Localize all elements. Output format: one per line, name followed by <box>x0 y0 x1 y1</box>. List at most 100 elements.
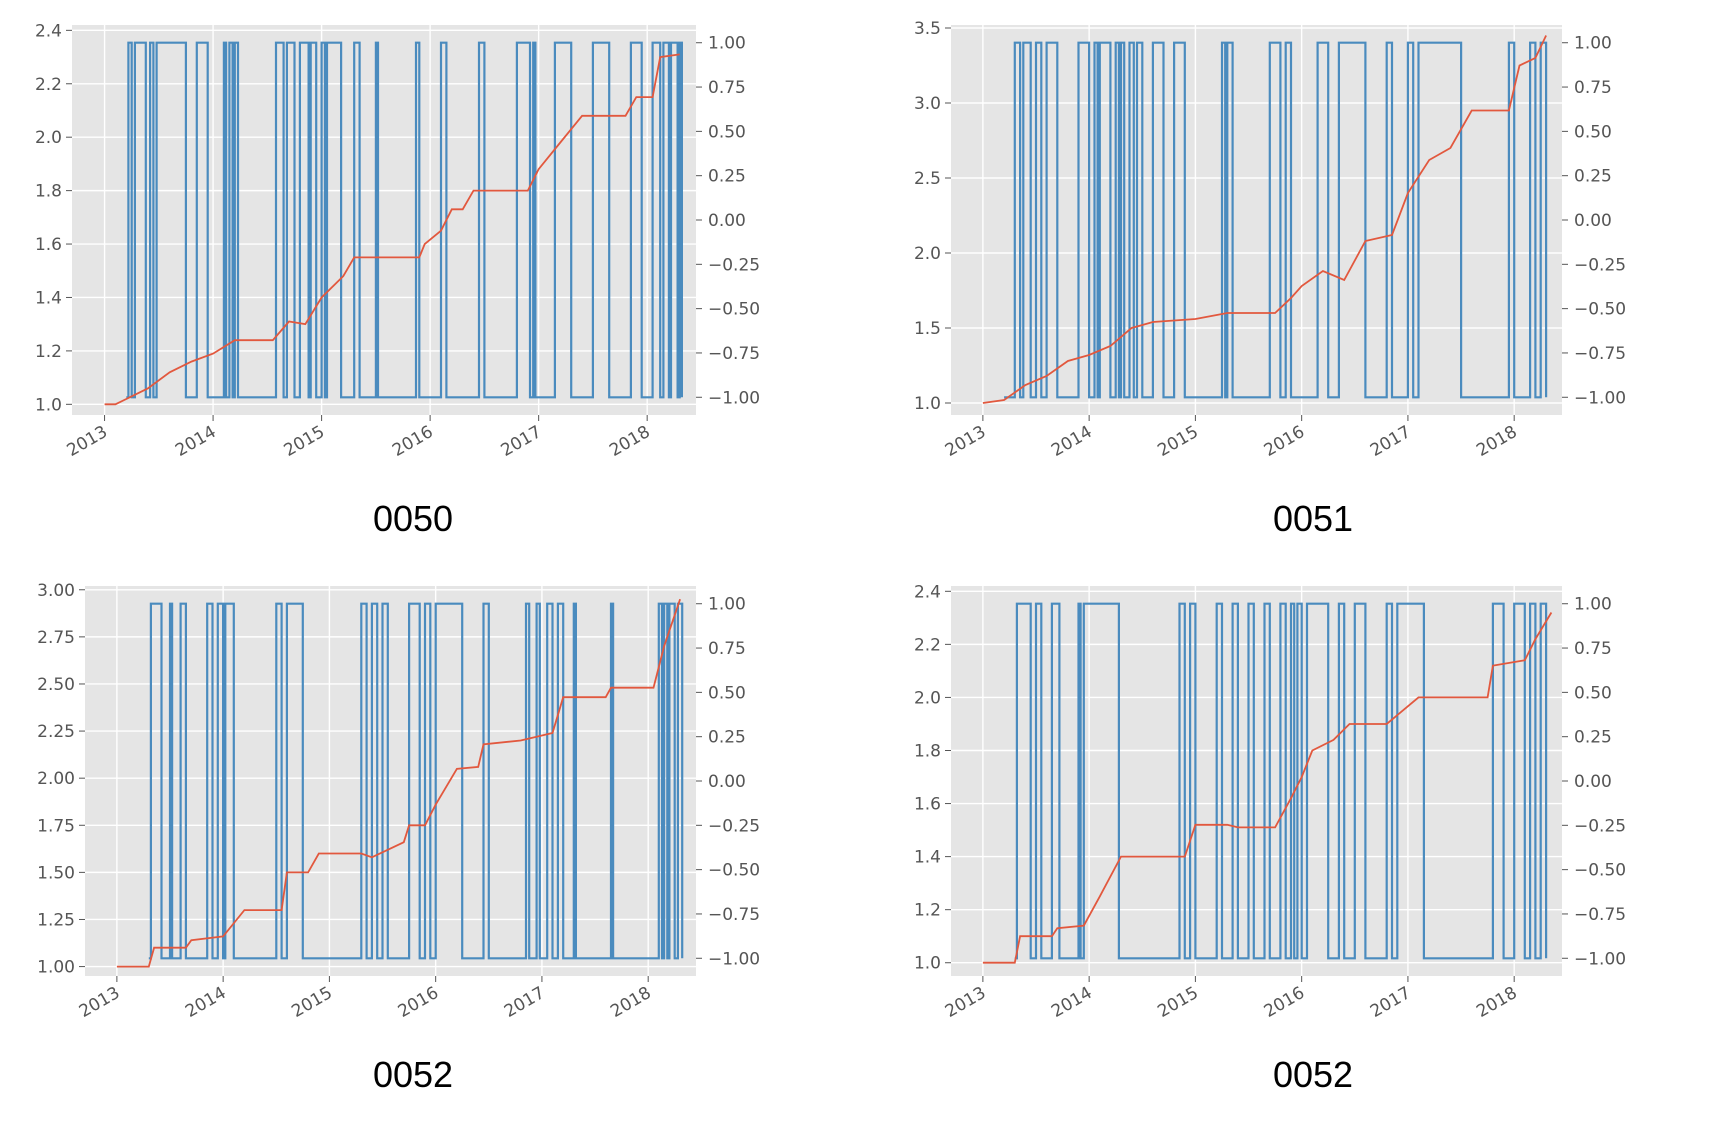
x-tick-label: 2017 <box>1367 983 1414 1022</box>
y-left-tick-label: 2.4 <box>35 21 62 41</box>
y-left-tick-label: 3.00 <box>37 581 75 601</box>
y-left-tick-label: 2.0 <box>914 688 941 708</box>
y-left-tick-label: 1.0 <box>35 395 62 415</box>
y-right-tick-label: −0.25 <box>708 255 760 275</box>
y-left-tick-label: 1.2 <box>35 342 62 362</box>
y-left-tick-label: 3.5 <box>914 19 941 39</box>
x-tick-label: 2017 <box>501 983 548 1022</box>
x-tick-label: 2014 <box>1048 983 1095 1022</box>
y-left-tick-label: 1.25 <box>37 910 75 930</box>
x-tick-label: 2013 <box>942 422 989 461</box>
chart-panel-0050: 1.0 1.2 1.4 1.6 1.8 2.0 2.2 2.4 2013 2014 2015 2016… <box>0 0 866 561</box>
chart-panel-0052-b: 1.0 1.2 1.4 1.6 1.8 2.0 2.2 2.4 2013 2014 2015 2016… <box>866 561 1733 1122</box>
chart-0052-a-svg: 1.00 1.25 1.50 1.75 2.00 2.25 2.50 2.75 3.00 2013… <box>37 581 760 1022</box>
equity-series-line <box>982 612 1553 964</box>
y-left-tick-label: 1.6 <box>35 235 62 255</box>
y-right-tick-label: 0.25 <box>708 167 746 187</box>
x-tick-label: 2015 <box>1154 422 1201 461</box>
y-right-tick-label: −0.75 <box>1574 344 1626 364</box>
y-left-tick-label: 2.25 <box>37 722 75 742</box>
y-right-tick-label: −0.75 <box>1574 905 1626 925</box>
y-right-tick-label: −0.50 <box>708 300 760 320</box>
y-right-tick-label: −1.00 <box>708 388 760 408</box>
x-tick-label: 2018 <box>606 422 653 461</box>
x-tick-label: 2018 <box>1473 422 1520 461</box>
y-left-tick-label: 2.75 <box>37 628 75 648</box>
y-left-tick-label: 2.00 <box>37 769 75 789</box>
x-tick-label: 2017 <box>1367 422 1414 461</box>
y-right-tick-label: −1.00 <box>1574 949 1626 969</box>
y-left-tick-label: 1.4 <box>35 288 62 308</box>
chart-0051-svg: 1.0 1.5 2.0 2.5 3.0 3.5 2013 2014 2015 2016 2017 20… <box>914 19 1626 461</box>
y-right-tick-label: −0.25 <box>708 816 760 836</box>
signal-series-line <box>148 602 684 960</box>
y-left-tick-label: 1.75 <box>37 816 75 836</box>
y-right-tick-label: 0.25 <box>708 728 746 748</box>
chart-0052-b-svg: 1.0 1.2 1.4 1.6 1.8 2.0 2.2 2.4 2013 2014 2015 2016… <box>914 582 1626 1022</box>
chart-0050-svg: 1.0 1.2 1.4 1.6 1.8 2.0 2.2 2.4 2013 2014 2015 2016… <box>35 21 760 461</box>
y-left-tick-label: 2.2 <box>35 75 62 95</box>
y-right-tick-label: 0.75 <box>1574 639 1612 659</box>
signal-series-line <box>1014 602 1548 960</box>
y-right-tick-label: −0.50 <box>708 861 760 881</box>
y-left-tick-label: 2.0 <box>35 128 62 148</box>
chart-caption: 0052 <box>1272 1054 1354 1095</box>
x-tick-label: 2018 <box>607 983 654 1022</box>
equity-series-line <box>982 35 1547 404</box>
y-left-tick-label: 1.50 <box>37 863 75 883</box>
y-right-tick-label: 1.00 <box>708 34 746 54</box>
y-left-tick-label: 3.0 <box>914 94 941 114</box>
y-right-tick-label: −0.25 <box>1574 255 1626 275</box>
x-tick-label: 2015 <box>281 422 328 461</box>
x-tick-label: 2015 <box>1154 983 1201 1022</box>
plot-background <box>85 586 696 976</box>
x-tick-label: 2017 <box>498 422 545 461</box>
y-right-tick-label: −1.00 <box>708 949 760 969</box>
x-tick-label: 2016 <box>389 422 436 461</box>
x-tick-label: 2014 <box>182 983 229 1022</box>
x-tick-label: 2014 <box>1048 422 1095 461</box>
y-right-tick-label: −0.25 <box>1574 816 1626 836</box>
y-left-tick-label: 1.6 <box>914 795 941 815</box>
y-right-tick-label: 0.75 <box>708 78 746 98</box>
y-left-tick-label: 1.5 <box>914 319 941 339</box>
y-left-tick-label: 2.4 <box>914 582 941 602</box>
chart-panel-0052-a: 1.00 1.25 1.50 1.75 2.00 2.25 2.50 2.75 3.00 2013… <box>0 561 866 1122</box>
y-right-tick-label: 0.25 <box>1574 167 1612 187</box>
equity-series-line <box>116 598 681 968</box>
y-left-tick-label: 1.4 <box>914 848 941 868</box>
x-tick-label: 2016 <box>395 983 442 1022</box>
x-tick-label: 2014 <box>172 422 219 461</box>
y-left-tick-label: 1.8 <box>35 182 62 202</box>
y-right-tick-label: 1.00 <box>1574 595 1612 615</box>
y-right-tick-label: 0.75 <box>1574 78 1612 98</box>
equity-series-line <box>104 53 680 406</box>
y-left-tick-label: 1.00 <box>37 958 75 978</box>
y-right-tick-label: −0.50 <box>1574 861 1626 881</box>
chart-caption: 0050 <box>372 498 454 539</box>
y-right-tick-label: 0.00 <box>1574 772 1612 792</box>
y-left-tick-label: 1.2 <box>914 901 941 921</box>
y-left-tick-label: 2.50 <box>37 675 75 695</box>
signal-series-line <box>1004 41 1548 399</box>
signal-series-line <box>126 41 683 399</box>
x-tick-label: 2013 <box>942 983 989 1022</box>
chart-panel-0051: 1.0 1.5 2.0 2.5 3.0 3.5 2013 2014 2015 2016 2017 20… <box>866 0 1733 561</box>
x-tick-label: 2015 <box>288 983 335 1022</box>
x-tick-label: 2016 <box>1261 422 1308 461</box>
x-tick-label: 2013 <box>76 983 123 1022</box>
plot-background <box>951 25 1562 415</box>
y-right-tick-label: −1.00 <box>1574 388 1626 408</box>
y-right-tick-label: 1.00 <box>1574 34 1612 54</box>
y-left-tick-label: 1.0 <box>914 394 941 414</box>
y-left-tick-label: 2.2 <box>914 635 941 655</box>
chart-caption: 0052 <box>372 1054 454 1095</box>
y-right-tick-label: −0.75 <box>708 344 760 364</box>
y-right-tick-label: 0.50 <box>708 683 746 703</box>
y-left-tick-label: 2.5 <box>914 169 941 189</box>
x-tick-label: 2018 <box>1473 983 1520 1022</box>
y-right-tick-label: 0.25 <box>1574 728 1612 748</box>
chart-caption: 0051 <box>1272 498 1354 539</box>
y-right-tick-label: 0.00 <box>708 772 746 792</box>
y-right-tick-label: 0.00 <box>708 211 746 231</box>
